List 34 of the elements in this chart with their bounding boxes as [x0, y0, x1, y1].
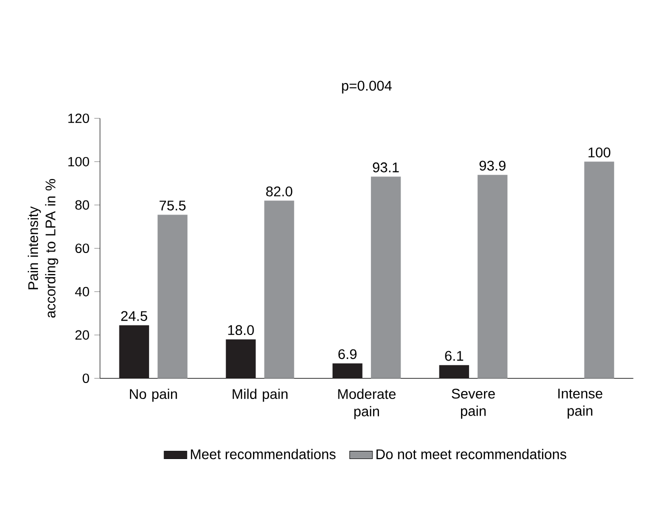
x-tick-label: Moderate pain	[338, 388, 396, 420]
legend-label: Meet recommendations	[190, 448, 336, 460]
x-tick-label: Mild pain	[232, 388, 288, 402]
legend-label: Do not meet recommendations	[376, 448, 566, 460]
y-axis-title: Pain intensity according to LPA in %	[28, 178, 58, 318]
bar	[478, 174, 508, 378]
data-label: 82.0	[266, 186, 292, 196]
y-tick-label: 40	[75, 286, 90, 296]
data-label: 93.9	[480, 160, 506, 171]
y-tick-label: 60	[75, 244, 90, 254]
y-tick-label: 120	[68, 114, 90, 124]
x-tick-label: Severe pain	[452, 388, 495, 419]
data-label: 6.9	[338, 349, 357, 360]
data-label: 6.1	[445, 350, 464, 361]
bar	[158, 214, 188, 378]
y-tick-label: 0	[82, 374, 90, 384]
text: p=0.004	[342, 80, 392, 94]
data-label: 100	[588, 147, 610, 158]
bar	[332, 363, 362, 378]
bar	[226, 339, 256, 378]
bar	[264, 200, 294, 378]
y-tick-label: 20	[75, 330, 90, 340]
bar	[119, 325, 150, 378]
x-tick-label: Intense pain	[558, 388, 602, 419]
data-label: 24.5	[121, 311, 148, 321]
bar	[584, 162, 614, 378]
bar	[439, 365, 470, 378]
y-tick-label: 80	[75, 200, 90, 210]
x-tick-label: No pain	[130, 388, 177, 402]
y-tick-label: 100	[68, 156, 90, 166]
bar	[370, 176, 401, 378]
data-label: 93.1	[372, 162, 399, 172]
data-label: 75.5	[160, 200, 186, 210]
data-label: 18.0	[228, 325, 254, 336]
